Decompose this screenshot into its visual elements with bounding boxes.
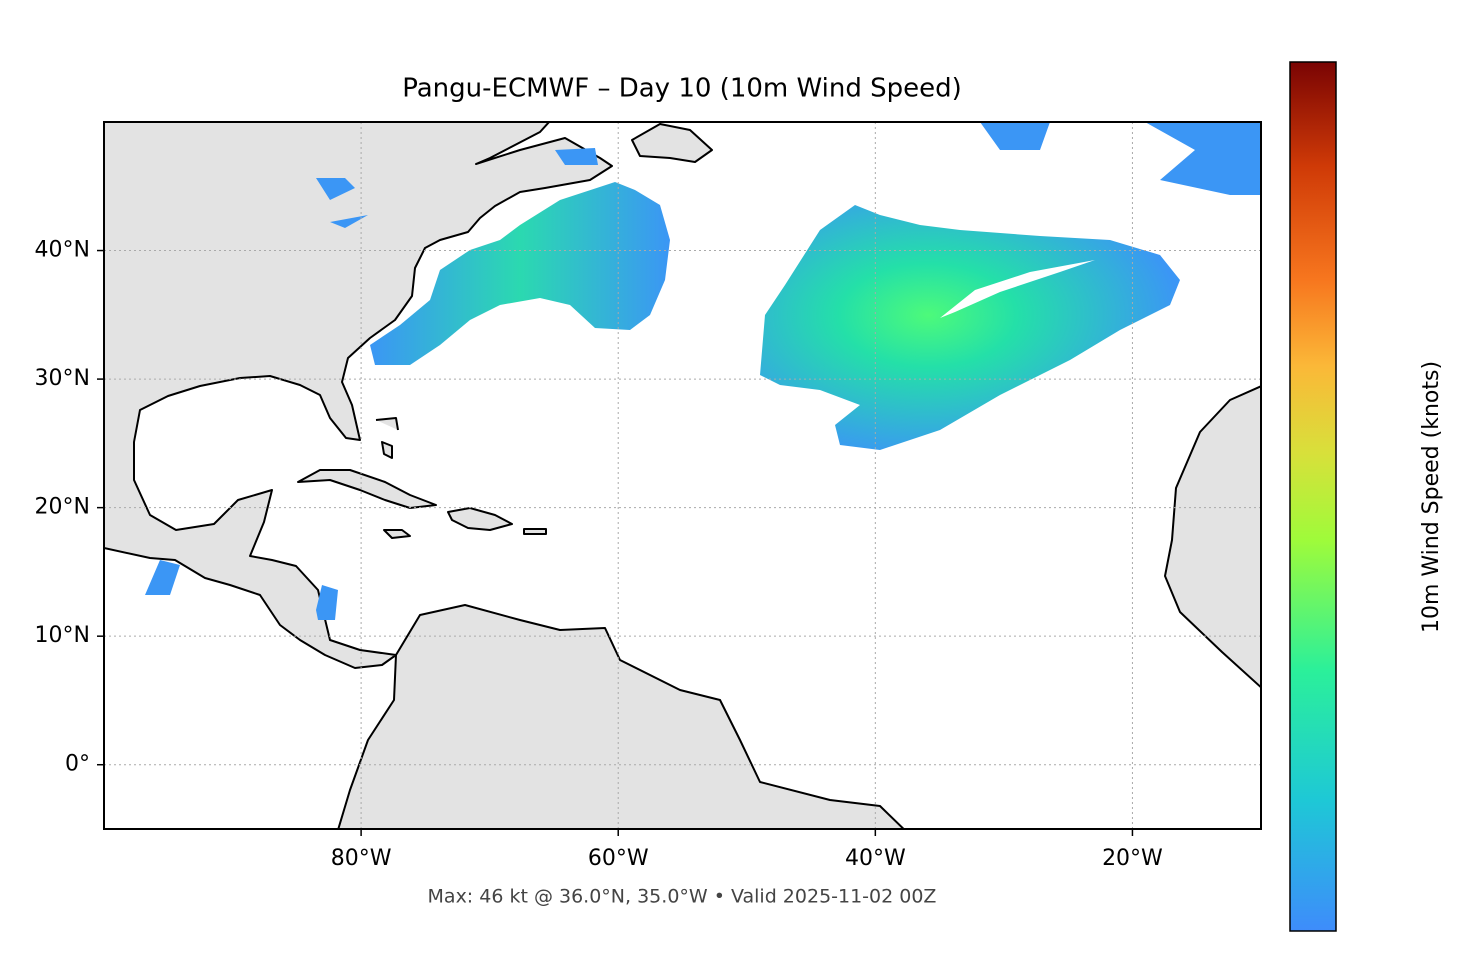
wind-field bbox=[145, 122, 1261, 620]
south-america bbox=[337, 604, 906, 829]
plot-frame bbox=[103, 121, 1262, 830]
y-tick-label: 10°N bbox=[35, 623, 90, 648]
map bbox=[104, 122, 1261, 829]
x-tick-label: 60°W bbox=[588, 846, 649, 871]
colorbar-label: 10m Wind Speed (knots) bbox=[1419, 361, 1444, 633]
newfoundland bbox=[631, 123, 713, 163]
x-tick-label: 20°W bbox=[1102, 846, 1163, 871]
north-america bbox=[104, 122, 613, 669]
y-tick-label: 40°N bbox=[35, 238, 90, 263]
africa bbox=[1164, 385, 1261, 689]
x-tick-label: 80°W bbox=[331, 846, 392, 871]
land bbox=[104, 122, 1261, 829]
annotation: Max: 46 kt @ 36.0°N, 35.0°W • Valid 2025… bbox=[428, 886, 937, 908]
colorbar-bar bbox=[1289, 61, 1337, 932]
chart-title: Pangu-ECMWF – Day 10 (10m Wind Speed) bbox=[402, 74, 962, 104]
x-tick-label: 40°W bbox=[845, 846, 906, 871]
colorbar bbox=[1289, 61, 1337, 932]
y-tick-label: 30°N bbox=[35, 366, 90, 391]
wind-area bbox=[370, 182, 670, 365]
puerto-rico bbox=[523, 528, 547, 535]
bahamas bbox=[375, 417, 399, 459]
cuba bbox=[297, 469, 437, 509]
jamaica bbox=[383, 529, 411, 539]
y-tick-label: 20°N bbox=[35, 495, 90, 520]
hispaniola bbox=[447, 507, 513, 531]
wind-area bbox=[760, 205, 1180, 450]
y-tick-label: 0° bbox=[65, 752, 90, 777]
